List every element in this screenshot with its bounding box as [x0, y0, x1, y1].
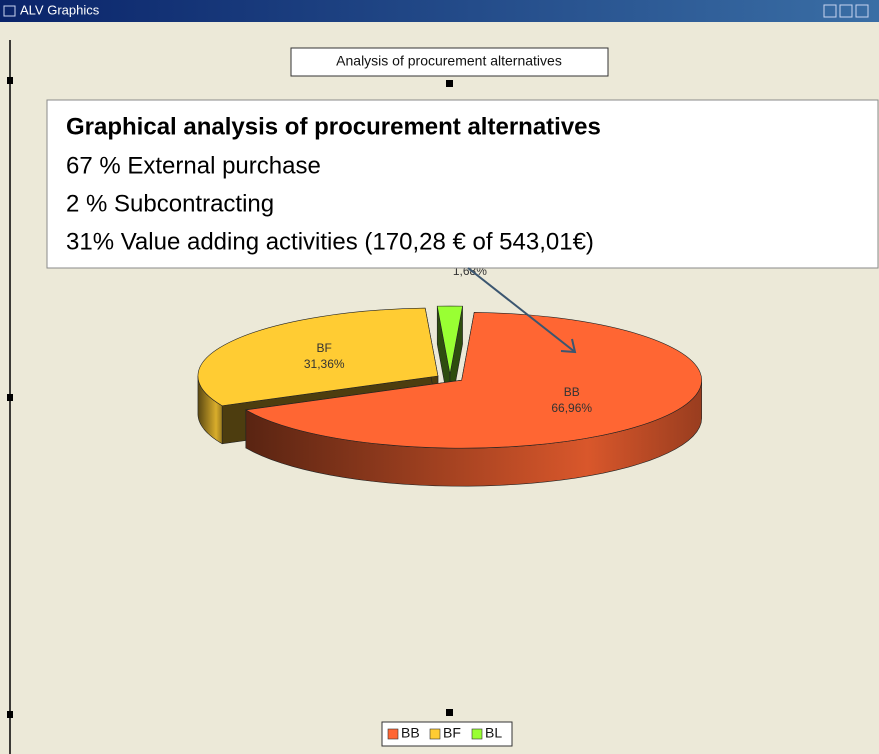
callout-line: 67 % External purchase — [66, 152, 321, 179]
selection-handles — [7, 77, 453, 718]
handle — [446, 709, 453, 716]
legend-swatch — [471, 728, 483, 740]
legend-label: BL — [485, 725, 502, 741]
minimize-button[interactable] — [823, 4, 837, 18]
slice — [244, 311, 702, 449]
callout-line: 2 % Subcontracting — [66, 190, 274, 217]
window-title: ALV Graphics — [20, 2, 100, 17]
handle — [7, 394, 13, 401]
slice — [436, 305, 463, 375]
slice — [197, 307, 439, 407]
callout-title: Graphical analysis of procurement altern… — [66, 113, 601, 140]
slice-value-label: 66,96% — [551, 401, 592, 415]
close-button[interactable] — [855, 4, 869, 18]
window-icon — [3, 5, 16, 17]
legend-swatch — [429, 728, 441, 740]
legend-box — [381, 721, 513, 747]
callout-arrow — [467, 267, 577, 354]
title-bar — [0, 0, 879, 22]
slice-category-label: BB — [564, 385, 580, 399]
legend-swatch — [387, 728, 399, 740]
legend-label: BB — [401, 725, 420, 741]
slice-value-label: 31,36% — [304, 357, 345, 371]
handle — [7, 77, 13, 84]
chart-title: Analysis of procurement alternatives — [336, 53, 562, 69]
maximize-button[interactable] — [839, 4, 853, 18]
slice-category-label: BF — [317, 341, 332, 355]
handle — [7, 711, 13, 718]
callout-box — [46, 99, 879, 269]
legend-label: BF — [443, 725, 461, 741]
callout-line: 31% Value adding activities (170,28 € of… — [66, 228, 594, 255]
handle — [446, 80, 453, 87]
window-buttons[interactable] — [823, 4, 869, 18]
chart-title-box — [290, 47, 609, 77]
legend: BB BF BL — [381, 721, 513, 747]
